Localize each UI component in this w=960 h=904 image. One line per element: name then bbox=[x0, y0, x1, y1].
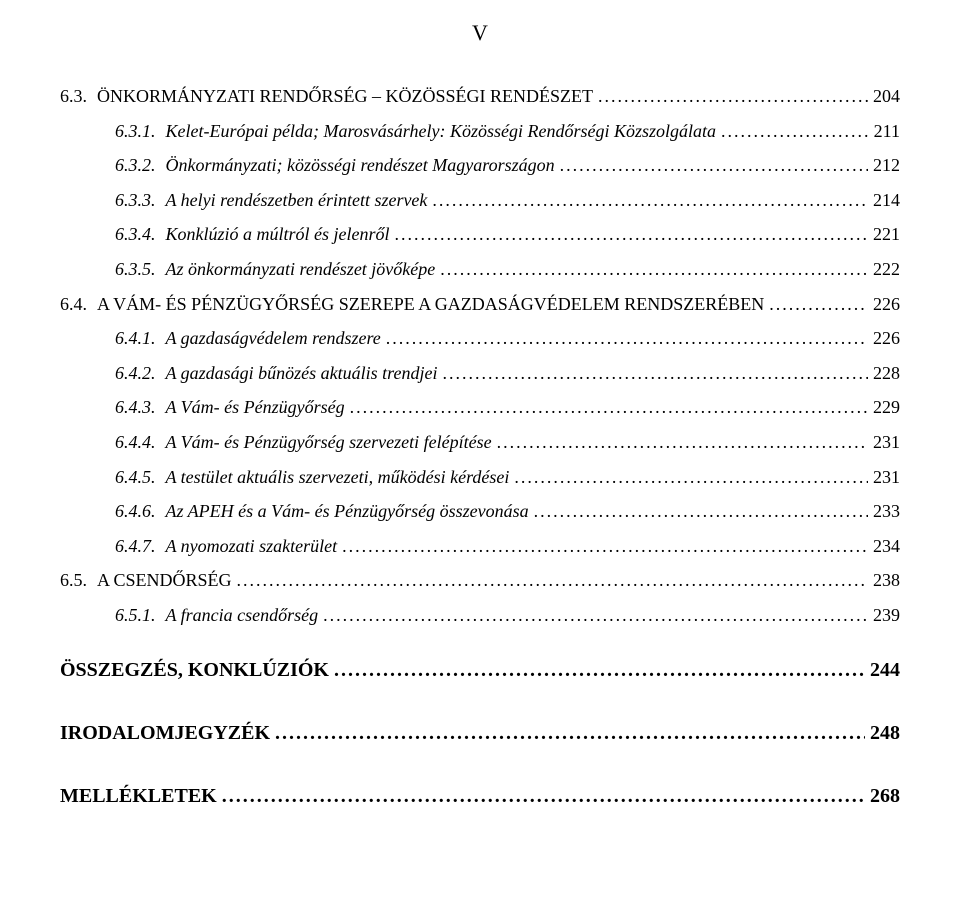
toc-leader-dots: ........................................… bbox=[769, 289, 868, 320]
toc-entry-title: A Vám- és Pénzügyőrség bbox=[166, 392, 350, 423]
toc-entry-title: A gazdasági bűnözés aktuális trendjei bbox=[166, 358, 443, 389]
toc-entry: 6.3.ÖNKORMÁNYZATI RENDŐRSÉG – KÖZÖSSÉGI … bbox=[60, 81, 900, 112]
toc-entry-page: 222 bbox=[868, 254, 900, 285]
toc-entry: 6.4.6.Az APEH és a Vám- és Pénzügyőrség … bbox=[60, 496, 900, 527]
toc-entry: 6.3.4.Konklúzió a múltról és jelenről...… bbox=[60, 219, 900, 250]
toc-section-entry: IRODALOMJEGYZÉK.........................… bbox=[60, 716, 900, 750]
toc-leader-dots: ........................................… bbox=[350, 392, 868, 423]
toc-entry: 6.4.2.A gazdasági bűnözés aktuális trend… bbox=[60, 358, 900, 389]
toc-entry-number: 6.5. bbox=[60, 565, 97, 596]
toc-entry-title: Az APEH és a Vám- és Pénzügyőrség összev… bbox=[166, 496, 534, 527]
toc-entry-page: 214 bbox=[868, 185, 900, 216]
toc-leader-dots: ........................................… bbox=[432, 185, 868, 216]
toc-leader-dots: ........................................… bbox=[514, 462, 868, 493]
toc-entry: 6.4.A VÁM- ÉS PÉNZÜGYŐRSÉG SZEREPE A GAZ… bbox=[60, 289, 900, 320]
toc-leader-dots: ........................................… bbox=[440, 254, 868, 285]
toc-entry-title: A VÁM- ÉS PÉNZÜGYŐRSÉG SZEREPE A GAZDASÁ… bbox=[97, 289, 769, 320]
toc-entry-page: 239 bbox=[868, 600, 900, 631]
toc-leader-dots: ........................................… bbox=[560, 150, 868, 181]
toc-entry-number: 6.4. bbox=[60, 289, 97, 320]
toc-leader-dots: ........................................… bbox=[534, 496, 868, 527]
toc-entry: 6.4.4.A Vám- és Pénzügyőrség szervezeti … bbox=[60, 427, 900, 458]
toc-entry: 6.3.3.A helyi rendészetben érintett szer… bbox=[60, 185, 900, 216]
toc-entry-page: 238 bbox=[868, 565, 900, 596]
toc-entry-number: 6.4.1. bbox=[115, 323, 166, 354]
toc-entry: 6.5.A CSENDŐRSÉG........................… bbox=[60, 565, 900, 596]
toc-entry-page: 226 bbox=[868, 289, 900, 320]
toc-entry-page: 212 bbox=[868, 150, 900, 181]
toc-bottom-container: ÖSSZEGZÉS, KONKLÚZIÓK...................… bbox=[60, 653, 900, 842]
toc-leader-dots: ........................................… bbox=[386, 323, 868, 354]
toc-entry-title: ÖNKORMÁNYZATI RENDŐRSÉG – KÖZÖSSÉGI REND… bbox=[97, 81, 598, 112]
toc-entry: 6.3.1.Kelet-Európai példa; Marosvásárhel… bbox=[60, 116, 900, 147]
toc-section-title: IRODALOMJEGYZÉK bbox=[60, 716, 275, 750]
toc-leader-dots: ........................................… bbox=[222, 779, 865, 813]
toc-entry-number: 6.4.5. bbox=[115, 462, 166, 493]
toc-entry-number: 6.3.5. bbox=[115, 254, 166, 285]
toc-entry-number: 6.3.4. bbox=[115, 219, 166, 250]
toc-entry-page: 233 bbox=[868, 496, 900, 527]
toc-section-entry: MELLÉKLETEK.............................… bbox=[60, 779, 900, 813]
toc-entry: 6.3.2.Önkormányzati; közösségi rendészet… bbox=[60, 150, 900, 181]
toc-section-title: ÖSSZEGZÉS, KONKLÚZIÓK bbox=[60, 653, 334, 687]
toc-entry: 6.4.5.A testület aktuális szervezeti, mű… bbox=[60, 462, 900, 493]
toc-entry-title: Önkormányzati; közösségi rendészet Magya… bbox=[166, 150, 560, 181]
toc-leader-dots: ........................................… bbox=[342, 531, 868, 562]
toc-entry-title: A helyi rendészetben érintett szervek bbox=[166, 185, 433, 216]
toc-entry-page: 226 bbox=[868, 323, 900, 354]
toc-entry-title: A nyomozati szakterület bbox=[166, 531, 343, 562]
toc-entry-page: 228 bbox=[868, 358, 900, 389]
toc-entry-title: A francia csendőrség bbox=[166, 600, 324, 631]
toc-entry-page: 204 bbox=[868, 81, 900, 112]
page-number: V bbox=[60, 20, 900, 46]
toc-entry-number: 6.5.1. bbox=[115, 600, 166, 631]
toc-entry: 6.3.5.Az önkormányzati rendészet jövőkép… bbox=[60, 254, 900, 285]
spacer bbox=[60, 817, 900, 842]
toc-entry-page: 211 bbox=[869, 116, 900, 147]
toc-entry-page: 231 bbox=[868, 462, 900, 493]
toc-entry: 6.5.1.A francia csendőrség..............… bbox=[60, 600, 900, 631]
toc-entry-title: A testület aktuális szervezeti, működési… bbox=[166, 462, 515, 493]
toc-entry-number: 6.4.2. bbox=[115, 358, 166, 389]
toc-entry: 6.4.7.A nyomozati szakterület...........… bbox=[60, 531, 900, 562]
toc-entry-number: 6.4.7. bbox=[115, 531, 166, 562]
toc-entry-title: A CSENDŐRSÉG bbox=[97, 565, 237, 596]
toc-section-entry: ÖSSZEGZÉS, KONKLÚZIÓK...................… bbox=[60, 653, 900, 687]
toc-section-page: 244 bbox=[865, 653, 900, 687]
toc-entry-number: 6.4.6. bbox=[115, 496, 166, 527]
toc-leader-dots: ........................................… bbox=[275, 716, 865, 750]
toc-entry-number: 6.3. bbox=[60, 81, 97, 112]
toc-entry: 6.4.3.A Vám- és Pénzügyőrség............… bbox=[60, 392, 900, 423]
toc-entry-number: 6.3.3. bbox=[115, 185, 166, 216]
toc-entry: 6.4.1.A gazdaságvédelem rendszere.......… bbox=[60, 323, 900, 354]
toc-leader-dots: ........................................… bbox=[334, 653, 865, 687]
toc-leader-dots: ........................................… bbox=[395, 219, 869, 250]
toc-leader-dots: ........................................… bbox=[237, 565, 868, 596]
toc-container: 6.3.ÖNKORMÁNYZATI RENDŐRSÉG – KÖZÖSSÉGI … bbox=[60, 81, 900, 631]
toc-leader-dots: ........................................… bbox=[443, 358, 869, 389]
toc-entry-page: 229 bbox=[868, 392, 900, 423]
toc-entry-page: 234 bbox=[868, 531, 900, 562]
toc-section-page: 248 bbox=[865, 716, 900, 750]
toc-entry-number: 6.4.4. bbox=[115, 427, 166, 458]
toc-entry-title: Kelet-Európai példa; Marosvásárhely: Köz… bbox=[166, 116, 721, 147]
toc-section-page: 268 bbox=[865, 779, 900, 813]
toc-entry-title: Az önkormányzati rendészet jövőképe bbox=[166, 254, 441, 285]
toc-entry-page: 231 bbox=[868, 427, 900, 458]
toc-leader-dots: ........................................… bbox=[721, 116, 869, 147]
spacer bbox=[60, 754, 900, 779]
toc-entry-title: A gazdaságvédelem rendszere bbox=[166, 323, 386, 354]
spacer bbox=[60, 635, 900, 653]
toc-entry-page: 221 bbox=[868, 219, 900, 250]
spacer bbox=[60, 691, 900, 716]
toc-entry-number: 6.3.1. bbox=[115, 116, 166, 147]
toc-entry-title: A Vám- és Pénzügyőrség szervezeti felépí… bbox=[166, 427, 497, 458]
toc-leader-dots: ........................................… bbox=[497, 427, 868, 458]
toc-section-title: MELLÉKLETEK bbox=[60, 779, 222, 813]
toc-entry-number: 6.4.3. bbox=[115, 392, 166, 423]
toc-leader-dots: ........................................… bbox=[323, 600, 868, 631]
toc-leader-dots: ........................................… bbox=[598, 81, 868, 112]
toc-entry-title: Konklúzió a múltról és jelenről bbox=[166, 219, 395, 250]
toc-entry-number: 6.3.2. bbox=[115, 150, 166, 181]
